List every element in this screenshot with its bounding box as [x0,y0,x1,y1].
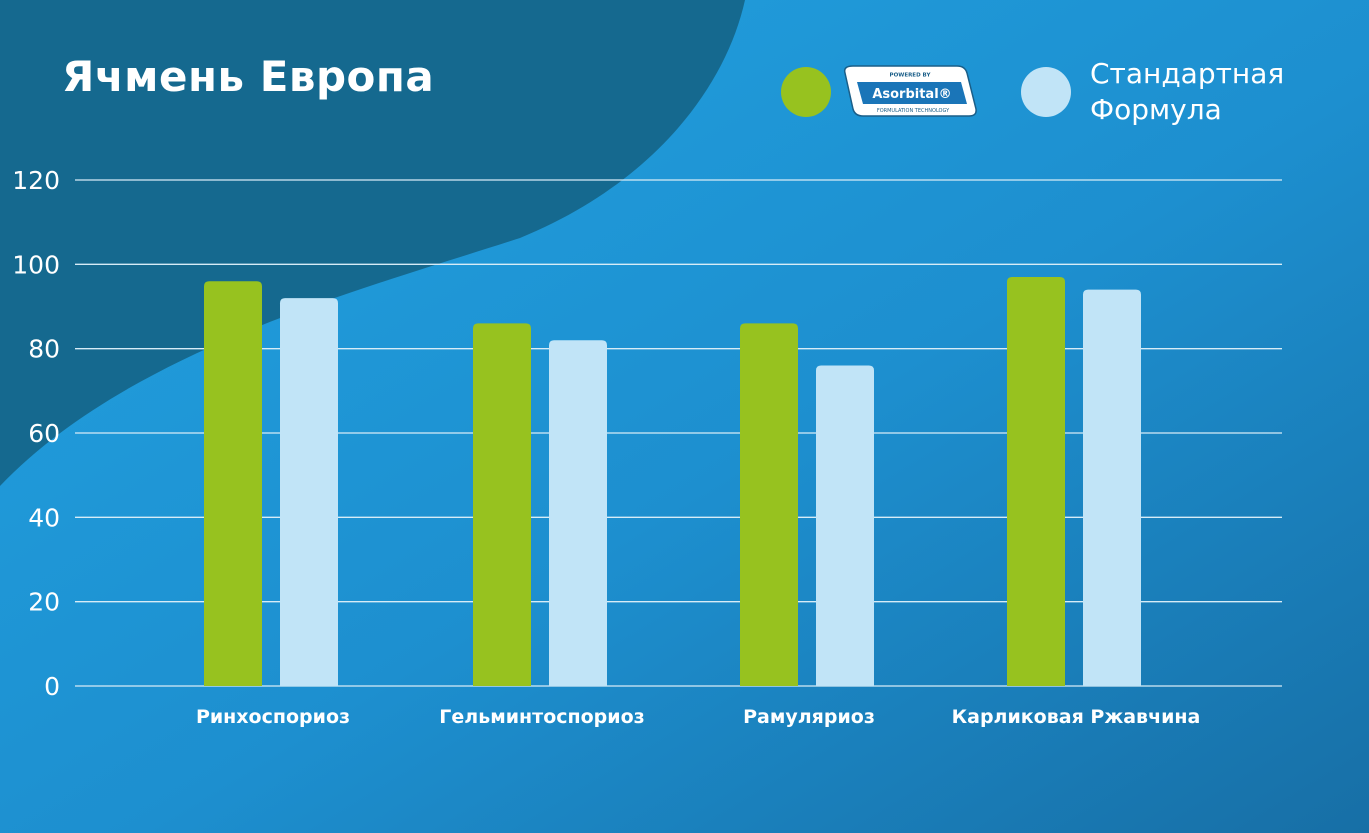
bar [280,298,338,686]
bar [740,323,798,686]
badge-brand-text: Asorbital® [872,87,951,102]
y-tick-label: 0 [44,672,60,701]
legend-dot-asorbital [781,67,831,117]
bar [1083,289,1141,686]
asorbital-logo-badge: POWERED BY Asorbital® FORMULATION TECHNO… [843,64,977,118]
legend-label-line-1: Стандартная [1090,57,1285,90]
legend-dot-standard [1021,67,1071,117]
bar [204,281,262,686]
bar [1007,276,1065,686]
background-wave [0,0,745,486]
badge-top-text: POWERED BY [890,73,932,79]
y-tick-label: 100 [12,250,60,279]
x-category-label: Гельминтоспориоз [439,706,644,728]
x-category-label: Рамуляриоз [743,706,875,728]
legend-label-line-2: Формула [1090,93,1222,126]
grid-layer [75,179,1282,687]
y-tick-label: 60 [28,419,60,448]
chart-title: Ячмень Европа [62,52,435,101]
bar [473,323,531,686]
bar [549,340,607,686]
bar [816,365,874,686]
badge-band [857,82,967,104]
x-category-label: Ринхоспориоз [196,706,350,728]
label-layer: 0 20 40 60 80 100 120 Ринхоспориоз Гельминтоспор… [12,166,1200,728]
y-tick-label: 40 [28,503,60,532]
y-tick-label: 20 [28,588,60,617]
y-tick-label: 80 [28,335,60,364]
badge-bottom-text: FORMULATION TECHNOLOGY [877,108,950,114]
legend-label-standard: Стандартная Формула [1090,56,1284,128]
bar-layer [204,276,1141,686]
x-category-label: Карликовая Ржавчина [952,706,1201,728]
y-tick-label: 120 [12,166,60,195]
